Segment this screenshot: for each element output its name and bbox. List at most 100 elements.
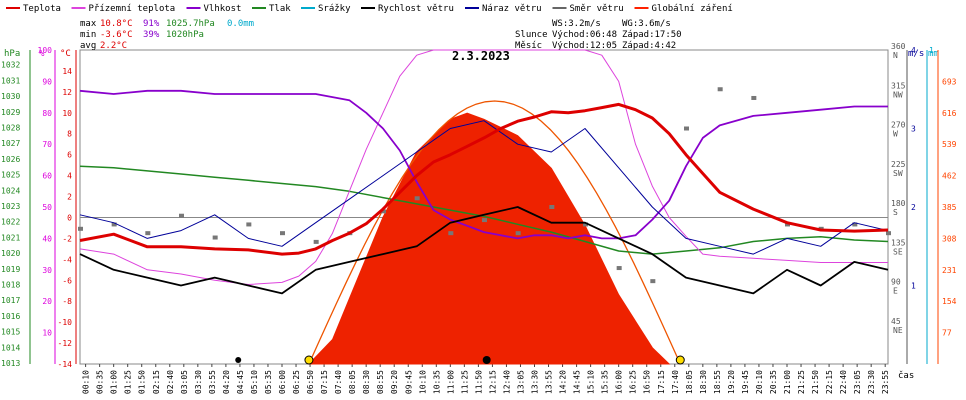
series-line-ground-temp <box>79 49 888 285</box>
x-tick-label: 06:50 <box>306 370 315 394</box>
x-tick-label: 13:55 <box>545 370 554 394</box>
pressure-tick: 1027 <box>1 139 20 148</box>
humidity-tick: 70 <box>42 140 52 149</box>
wind-dir-tick-label: SE <box>893 247 903 256</box>
legend-item: Náraz větru <box>482 4 542 14</box>
wind-dir-point <box>212 235 218 240</box>
wind-dir-tick: 45 <box>891 317 901 326</box>
x-tick-label: 03:30 <box>194 370 203 394</box>
sunrise-time: Východ:06:48 <box>552 30 617 40</box>
wind-dir-tick-label: W <box>893 130 898 139</box>
legend-item: Srážky <box>318 4 351 14</box>
wind-dir-point <box>313 239 319 244</box>
moonrise-time: Východ:12:05 <box>552 41 617 51</box>
humidity-tick: 90 <box>42 77 52 86</box>
x-tick-label: 20:35 <box>769 370 778 394</box>
x-tick-label: 13:05 <box>516 370 525 394</box>
temperature-tick: 0 <box>67 213 72 222</box>
temperature-tick: -2 <box>62 234 72 243</box>
humidity-tick: 40 <box>42 234 52 243</box>
temperature-tick: 14 <box>62 67 72 76</box>
temperature-tick: -10 <box>58 318 73 327</box>
x-tick-label: 23:55 <box>881 370 890 394</box>
legend-item: Přízemní teplota <box>89 4 176 14</box>
stat-min-temp: -3.6°C <box>100 30 133 40</box>
chart-title: 2.3.2023 <box>452 49 510 63</box>
wind-speed-tick: 3 <box>911 125 916 134</box>
wind-dir-point <box>414 196 420 201</box>
x-tick-label: 03:05 <box>180 370 189 394</box>
rain-tick: 1 <box>929 46 934 55</box>
radiation-tick: 462 <box>942 172 957 181</box>
pressure-tick: 1029 <box>1 108 20 117</box>
x-tick-label: 14:45 <box>573 370 582 394</box>
wind-dir-point <box>246 222 252 227</box>
wind-dir-point <box>785 222 790 227</box>
wind-dir-tick: 360 <box>891 42 906 51</box>
radiation-tick: 231 <box>942 266 957 275</box>
wind-dir-point <box>583 222 588 227</box>
humidity-axis-unit: % <box>39 49 45 59</box>
radiation-tick: 154 <box>942 297 957 306</box>
humidity-tick: 20 <box>42 297 52 306</box>
temperature-tick: -12 <box>58 339 73 348</box>
x-tick-label: 18:05 <box>685 370 694 394</box>
wind-dir-tick: 270 <box>891 121 906 130</box>
x-tick-label: 10:10 <box>418 370 427 394</box>
stat-max-label: max <box>80 19 97 29</box>
stat-avg-temp: 2.2°C <box>100 41 127 51</box>
stat-max-press: 1025.7hPa <box>166 19 215 29</box>
wind-dir-tick-label: S <box>893 208 898 217</box>
x-tick-label: 01:50 <box>138 370 147 394</box>
moonrise-marker <box>482 356 491 364</box>
x-tick-label: 22:40 <box>839 370 848 394</box>
x-tick-label: 04:45 <box>236 370 245 394</box>
x-tick-label: 21:50 <box>811 370 820 394</box>
wind-dir-tick: 315 <box>891 81 906 90</box>
x-tick-label: 12:15 <box>488 370 497 394</box>
stat-max-temp: 10.8°C <box>100 19 133 29</box>
moonset-time: Západ:4:42 <box>622 41 676 51</box>
wind-dir-point <box>448 231 454 236</box>
pressure-tick: 1024 <box>1 186 20 195</box>
pressure-tick: 1019 <box>1 265 20 274</box>
x-tick-label: 11:25 <box>460 370 469 394</box>
wind-speed-avg: WS:3.2m/s <box>552 19 601 29</box>
x-tick-label: 14:20 <box>559 370 568 394</box>
legend-item: Tlak <box>269 4 291 14</box>
radiation-tick: 616 <box>942 109 957 118</box>
x-tick-label: 17:40 <box>671 370 680 394</box>
x-tick-label: 17:15 <box>657 370 666 394</box>
legend-item: Teplota <box>23 4 61 14</box>
wind-dir-tick-label: E <box>893 287 898 296</box>
wind-dir-point <box>179 213 184 218</box>
sunset-time: Západ:17:50 <box>622 30 682 40</box>
series-line-pressure <box>79 165 889 255</box>
moonset-marker <box>235 357 242 363</box>
x-tick-label: 01:25 <box>124 370 133 394</box>
wind-dir-tick-label: NW <box>893 90 903 99</box>
sunrise-marker <box>304 355 314 365</box>
legend-item: Globální záření <box>652 4 733 14</box>
pressure-tick: 1030 <box>1 92 20 101</box>
x-tick-label: 18:55 <box>713 370 722 394</box>
x-tick-label: 00:35 <box>96 370 105 394</box>
series-line-temperature <box>79 102 889 256</box>
x-tick-label: 05:35 <box>264 370 273 394</box>
x-tick-label: 07:40 <box>334 370 343 394</box>
stat-min-label: min <box>80 30 96 40</box>
temperature-tick: -6 <box>62 276 72 285</box>
humidity-tick: 60 <box>42 172 52 181</box>
pressure-tick: 1015 <box>1 328 20 337</box>
wind-dir-point <box>145 231 151 236</box>
x-tick-label: 19:20 <box>727 370 736 394</box>
series-line-wind-gust <box>79 120 889 255</box>
temperature-axis-unit: °C <box>60 49 71 59</box>
x-tick-label: 16:50 <box>643 370 652 394</box>
x-tick-label: 15:10 <box>587 370 596 394</box>
wind-dir-point <box>381 209 386 214</box>
temperature-tick: -8 <box>62 297 72 306</box>
x-tick-label: 01:00 <box>110 370 119 394</box>
wind-dir-tick: 180 <box>891 199 906 208</box>
pressure-tick: 1017 <box>1 296 20 305</box>
